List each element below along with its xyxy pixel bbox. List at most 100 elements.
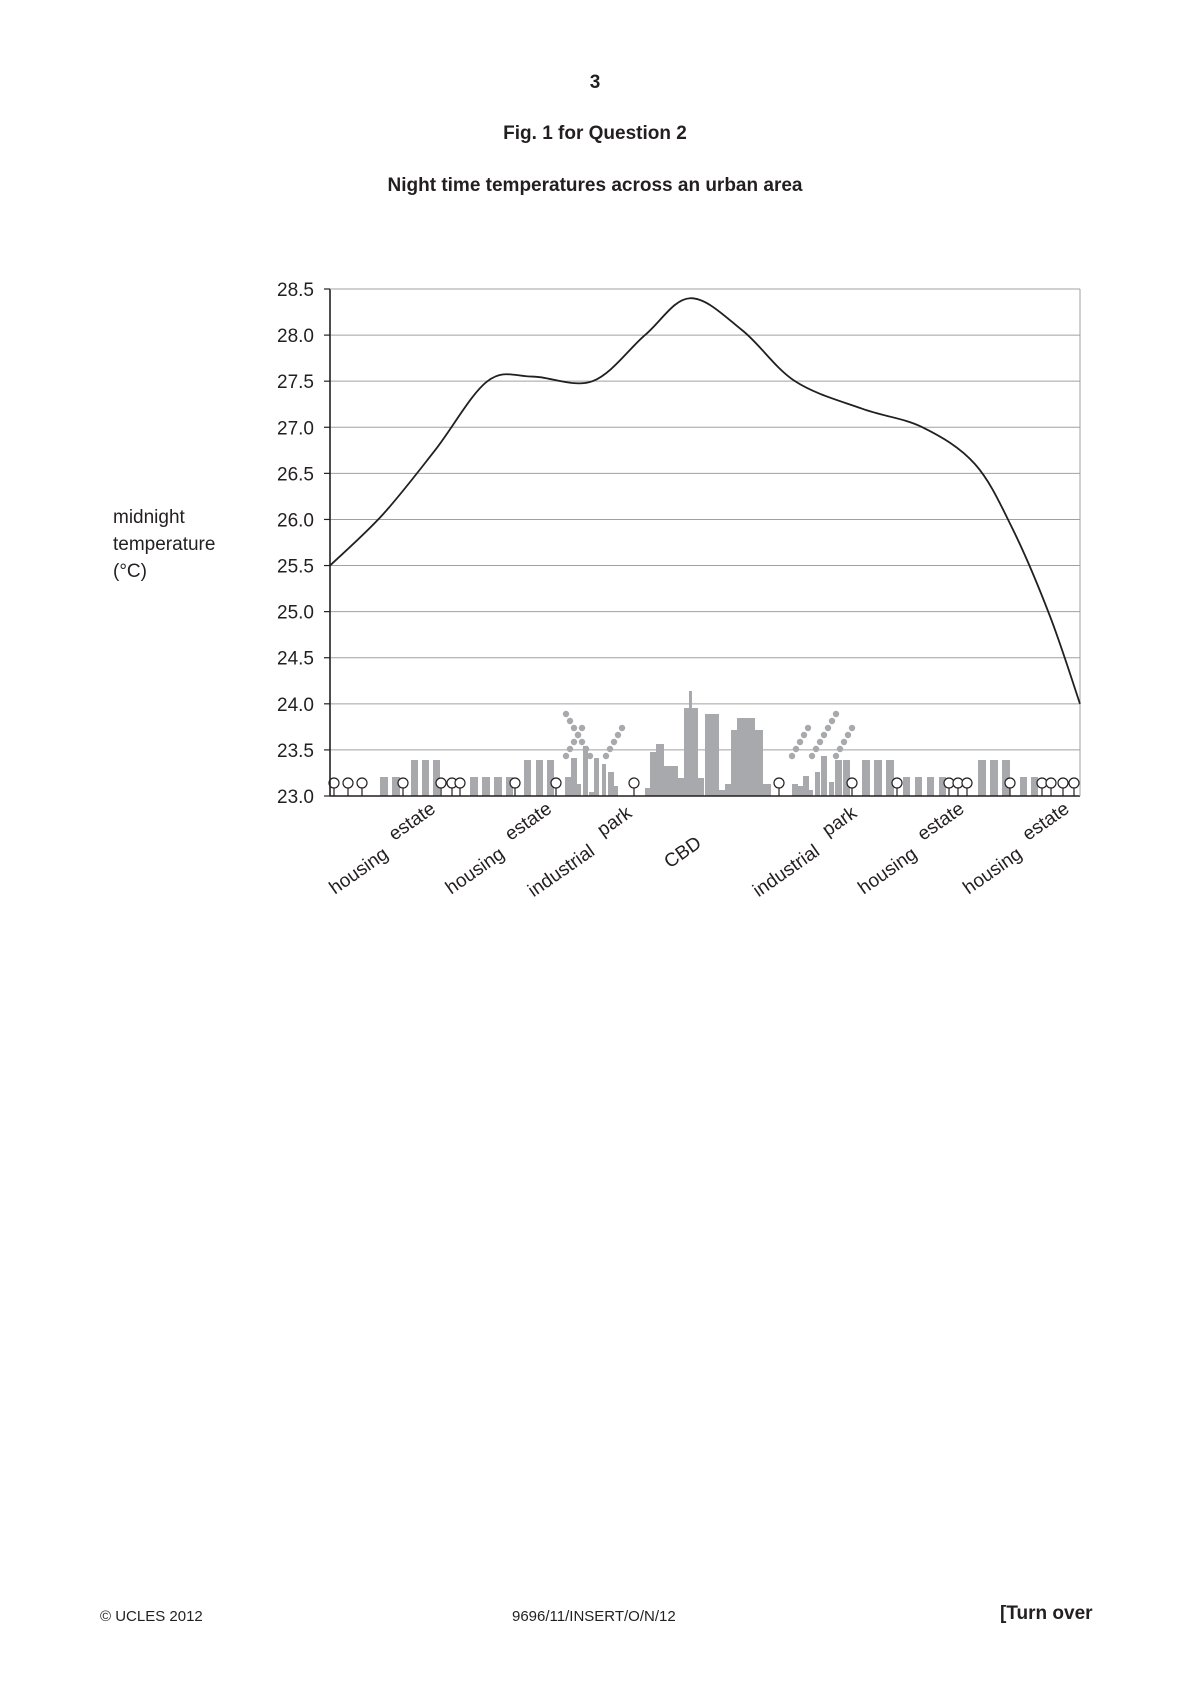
- building-shape: [862, 760, 870, 796]
- y-axis-label-line-2: temperature: [113, 534, 216, 555]
- tree-icon: [773, 777, 785, 796]
- tree-icon: [397, 777, 409, 796]
- tree-icon: [342, 777, 354, 796]
- zone-label-line-1: industrial: [524, 841, 598, 902]
- smoke-puff: [840, 738, 848, 746]
- building-shape: [422, 760, 429, 796]
- building-shape: [494, 777, 502, 796]
- temperature-series: [329, 297, 1081, 705]
- smoke-puff: [836, 745, 844, 753]
- y-tick-label: 25.5: [277, 557, 314, 578]
- smoke-puff: [562, 710, 570, 718]
- tree-icon: [1036, 777, 1048, 796]
- tree-icon: [550, 777, 562, 796]
- tree-icon: [356, 777, 368, 796]
- smoke-puff: [848, 724, 856, 732]
- gridlines: [330, 288, 1080, 751]
- smoke-puff: [792, 745, 800, 753]
- building-shape: [433, 760, 440, 796]
- building-shape: [798, 786, 803, 796]
- building-shape: [763, 784, 771, 796]
- building-shape: [874, 760, 882, 796]
- y-tick-label: 24.5: [277, 649, 314, 670]
- zone-label-line-2: park: [594, 802, 637, 841]
- building-shape: [1002, 760, 1010, 796]
- building-shape: [470, 777, 478, 796]
- building-shape: [571, 758, 577, 796]
- y-tick-labels: 23.0 23.5 24.0 24.5 25.0 25.5 26.0 26.5 27.0 27.5…: [277, 280, 314, 808]
- smoke-puff: [844, 731, 852, 739]
- building-shape: [835, 760, 842, 796]
- smoke-puff: [832, 710, 840, 718]
- building-shape: [843, 760, 850, 796]
- smoke-puff: [602, 752, 610, 760]
- building-shape: [656, 744, 664, 796]
- tree-icon: [952, 777, 964, 796]
- building-shape: [705, 714, 719, 796]
- y-tick-label: 26.5: [277, 464, 314, 485]
- building-shape: [829, 782, 834, 796]
- paper-code-footer: 9696/11/INSERT/O/N/12: [512, 1608, 676, 1625]
- tree-icon: [1004, 777, 1016, 796]
- y-tick-label: 27.5: [277, 372, 314, 393]
- smoke-puff: [832, 752, 840, 760]
- smoke-puff: [578, 724, 586, 732]
- building-shape: [821, 756, 827, 796]
- building-shape: [1031, 777, 1038, 796]
- zone-label-line-1: industrial: [749, 841, 823, 902]
- smoke-puff: [570, 738, 578, 746]
- building-shape: [755, 730, 763, 796]
- smoke-puff: [614, 731, 622, 739]
- zone-label-line-2: estate: [914, 798, 968, 845]
- building-shape: [719, 790, 725, 796]
- smoke-puff: [578, 738, 586, 746]
- turn-over-footer: [Turn over: [1000, 1603, 1093, 1624]
- y-tick-label: 26.0: [277, 510, 314, 531]
- building-shape: [737, 718, 755, 796]
- chart-title: Night time temperatures across an urban …: [387, 175, 803, 196]
- smoke-puff: [562, 752, 570, 760]
- zone-label-line-1: housing: [959, 844, 1026, 899]
- building-shape: [792, 784, 798, 796]
- smoke-puff: [796, 738, 804, 746]
- zone-label-line-1: housing: [442, 844, 509, 899]
- temperature-line: [329, 297, 1081, 705]
- building-shape: [614, 786, 618, 796]
- y-tick-label: 23.0: [277, 787, 314, 808]
- zone-label-line-2: estate: [501, 798, 555, 845]
- y-axis-label-line-1: midnight: [113, 507, 185, 528]
- tree-icon: [1045, 777, 1057, 796]
- y-tick-label: 27.0: [277, 418, 314, 439]
- building-shape: [411, 760, 418, 796]
- y-tick-label: 23.5: [277, 741, 314, 762]
- zone-label-line-2: estate: [1019, 798, 1073, 845]
- smoke-puff: [804, 724, 812, 732]
- building-shape: [815, 772, 820, 796]
- smoke-puff: [824, 724, 832, 732]
- building-shape: [678, 778, 684, 796]
- building-shape: [608, 772, 614, 796]
- tree-icon: [328, 777, 340, 796]
- tree-icon: [961, 777, 973, 796]
- zone-label-line-2: park: [819, 802, 862, 841]
- smoke-puff: [586, 752, 594, 760]
- building-shape: [536, 760, 543, 796]
- urban-skyline-illustration: [328, 691, 1080, 796]
- zone-label: CBD: [661, 833, 706, 873]
- smoke-puff: [788, 752, 796, 760]
- building-shape: [689, 691, 692, 796]
- tree-icon: [628, 777, 640, 796]
- building-shape: [978, 760, 986, 796]
- smoke-puff: [800, 731, 808, 739]
- building-shape: [602, 764, 606, 796]
- smoke-puff: [570, 724, 578, 732]
- tree-icon: [1057, 777, 1069, 796]
- building-shape: [664, 766, 678, 796]
- smoke-puff: [812, 745, 820, 753]
- building-shape: [1020, 777, 1027, 796]
- building-shape: [809, 790, 813, 796]
- smoke-puff: [606, 745, 614, 753]
